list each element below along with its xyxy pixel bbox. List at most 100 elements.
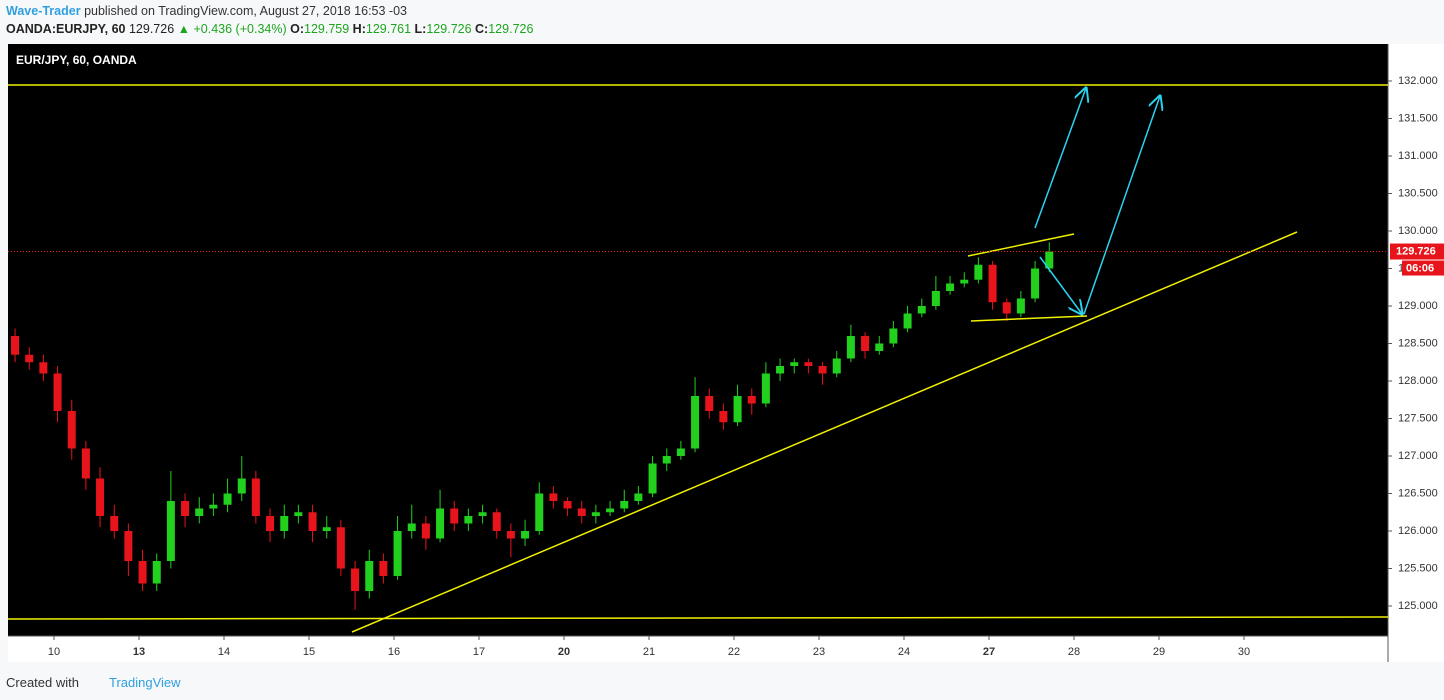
candle-body xyxy=(620,500,629,509)
candle-body xyxy=(776,365,785,374)
ohlc-value: 129.761 xyxy=(365,22,412,36)
arrow xyxy=(1034,88,1086,229)
y-tick-label: 130.000 xyxy=(1398,225,1438,237)
y-tick-label: 127.500 xyxy=(1398,412,1438,424)
candle-body xyxy=(577,508,586,516)
x-tick-label: 20 xyxy=(558,646,570,658)
price-axis xyxy=(1388,44,1444,662)
candle-body xyxy=(478,512,487,516)
candle-body xyxy=(1031,268,1040,299)
ohlc-value: 129.759 xyxy=(304,22,350,36)
candle-body xyxy=(648,463,657,494)
candle-body xyxy=(11,335,20,355)
candle-body xyxy=(535,493,544,531)
candle-body xyxy=(761,373,770,404)
candle-body xyxy=(1016,298,1025,314)
candle-body xyxy=(96,478,105,516)
candle-body xyxy=(974,264,983,280)
y-tick-label: 128.000 xyxy=(1398,375,1438,387)
candle-body xyxy=(436,508,445,539)
x-tick-label: 22 xyxy=(728,646,740,658)
y-tick-label: 128.500 xyxy=(1398,337,1438,349)
candle-body xyxy=(832,358,841,374)
x-tick-label: 13 xyxy=(133,646,145,658)
ohlc-label: O: xyxy=(290,22,304,36)
x-tick-label: 24 xyxy=(898,646,910,658)
flag-bottom xyxy=(970,315,1088,322)
candle-body xyxy=(931,290,940,306)
candle-body xyxy=(294,512,303,516)
candle-body xyxy=(634,493,643,501)
countdown: 06:06 xyxy=(1406,262,1434,274)
created-with: Created with xyxy=(6,675,79,690)
candle-body xyxy=(875,343,884,351)
y-tick-label: 129.000 xyxy=(1398,300,1438,312)
ohlc-label: L: xyxy=(414,22,427,36)
candle-body xyxy=(181,500,190,516)
candle-body xyxy=(521,530,530,539)
candle-body xyxy=(251,478,260,516)
last-price: 129.726 xyxy=(128,22,175,36)
candle-body xyxy=(563,500,572,509)
candle-body xyxy=(846,335,855,359)
brand[interactable]: TradingView xyxy=(108,675,181,690)
author[interactable]: Wave-Trader xyxy=(6,4,81,18)
x-tick-label: 30 xyxy=(1238,646,1250,658)
x-tick-label: 29 xyxy=(1153,646,1165,658)
candle-body xyxy=(733,395,742,423)
candle-body xyxy=(606,508,615,513)
candle-body xyxy=(464,515,473,524)
candle-body xyxy=(903,313,912,329)
candle-body xyxy=(322,527,331,531)
last-price-box xyxy=(1390,243,1444,260)
candle-body xyxy=(152,560,161,584)
candle-body xyxy=(591,512,600,516)
candle-body xyxy=(492,512,501,531)
candle-body xyxy=(506,530,515,539)
last-price-label: 129.726 xyxy=(1396,245,1436,257)
published: published on TradingView.com, August 27,… xyxy=(84,4,407,18)
y-tick-label: 126.000 xyxy=(1398,525,1438,537)
countdown-box xyxy=(1402,260,1444,276)
candle-body xyxy=(861,335,870,351)
ohlc-label: C: xyxy=(475,22,489,36)
x-tick-label: 21 xyxy=(643,646,655,658)
candle-body xyxy=(705,395,714,411)
chart: EUR/JPY, 60, OANDA 125.000 125.500 126.000… xyxy=(8,44,1444,662)
candle-body xyxy=(365,560,374,591)
x-tick-label: 17 xyxy=(473,646,485,658)
candle-body xyxy=(691,395,700,449)
arrow xyxy=(1083,96,1160,315)
candle-body xyxy=(266,515,275,531)
candle-body xyxy=(804,362,813,366)
y-tick-label: 132.000 xyxy=(1398,75,1438,87)
y-tick-label: 127.000 xyxy=(1398,450,1438,462)
candle-body xyxy=(166,500,175,561)
candle-body xyxy=(223,493,232,505)
plot xyxy=(11,242,1054,610)
candle-body xyxy=(53,373,62,411)
candle-body xyxy=(988,264,997,303)
candle-body xyxy=(676,448,685,456)
candle-body xyxy=(747,395,756,404)
candle-body xyxy=(889,328,898,344)
y-tick-label: 125.500 xyxy=(1398,562,1438,574)
plot-background xyxy=(8,44,1388,636)
y-tick-label: 131.000 xyxy=(1398,150,1438,162)
x-tick-label: 10 xyxy=(48,646,60,658)
ohlc: O:129.759 H:129.761 L:129.726 C:129.726 xyxy=(290,22,533,36)
candle-body xyxy=(960,279,969,284)
flag-top xyxy=(967,233,1075,257)
candle-body xyxy=(25,354,34,363)
ohlc-value: 129.726 xyxy=(426,22,472,36)
candle-body xyxy=(719,410,728,423)
ohlc-label: H: xyxy=(352,22,366,36)
candle-body xyxy=(81,448,90,479)
candle-body xyxy=(138,560,147,584)
candle-body xyxy=(450,508,459,524)
candle-body xyxy=(662,455,671,464)
x-tick-label: 14 xyxy=(218,646,230,658)
y-tick-label: 126.500 xyxy=(1398,487,1438,499)
chart-title: EUR/JPY, 60, OANDA xyxy=(16,53,137,67)
